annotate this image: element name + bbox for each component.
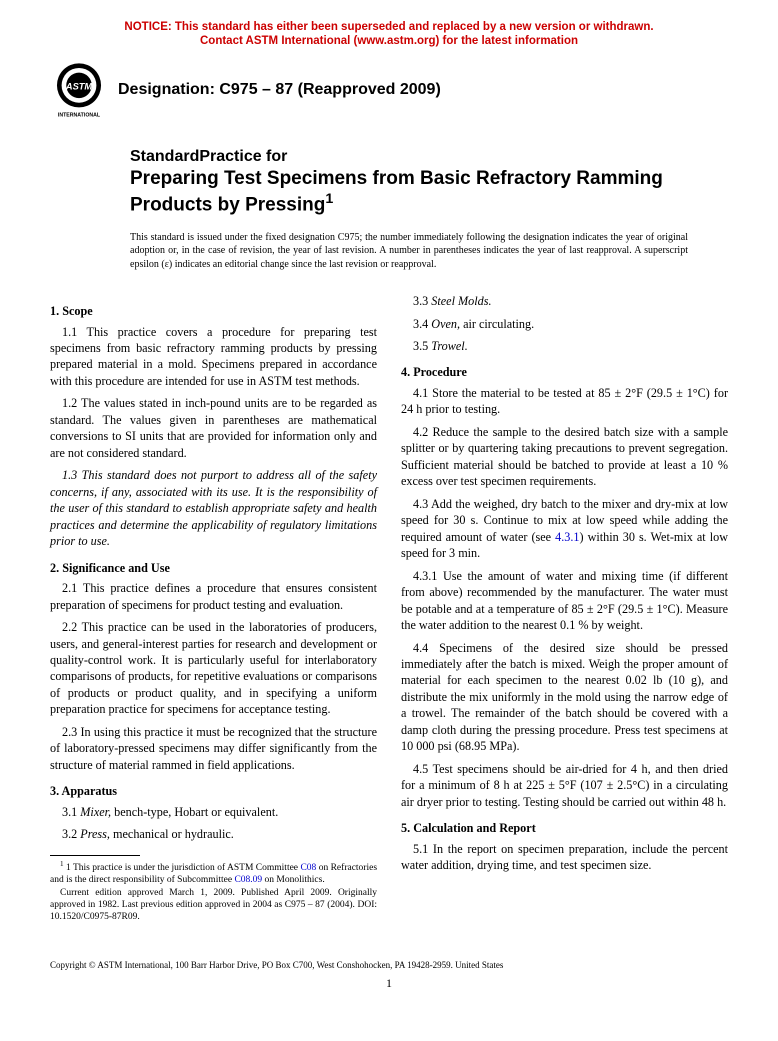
para-4-4: 4.4 Specimens of the desired size should… [401,640,728,755]
astm-logo: ASTM INTERNATIONAL [50,61,108,119]
issuance-note: This standard is issued under the fixed … [130,231,688,272]
title-prefix: StandardPractice for [130,147,698,167]
p34-post: air circulating. [460,317,534,331]
p34-pre: 3.4 [413,317,431,331]
section-4-head: 4. Procedure [401,364,728,380]
svg-text:INTERNATIONAL: INTERNATIONAL [58,112,101,118]
para-3-1: 3.1 Mixer, bench-type, Hobart or equival… [50,804,377,820]
header-row: ASTM INTERNATIONAL Designation: C975 – 8… [50,61,728,119]
notice-banner: NOTICE: This standard has either been su… [50,20,728,49]
notice-line-1: NOTICE: This standard has either been su… [124,21,653,33]
footnote-2: Current edition approved March 1, 2009. … [50,887,377,924]
para-2-2: 2.2 This practice can be used in the lab… [50,619,377,718]
para-4-2: 4.2 Reduce the sample to the desired bat… [401,424,728,490]
p34-it: Oven, [431,317,460,331]
footnote-1: 1 1 This practice is under the jurisdict… [50,860,377,887]
title-main-text: Preparing Test Specimens from Basic Refr… [130,168,663,215]
para-1-3: 1.3 This standard does not purport to ad… [50,467,377,549]
p43-link: 4.3.1 [555,530,579,544]
title-main: Preparing Test Specimens from Basic Refr… [130,167,698,217]
svg-text:ASTM: ASTM [65,81,93,91]
page-number: 1 [50,976,728,991]
para-2-1: 2.1 This practice defines a procedure th… [50,580,377,613]
p35-pre: 3.5 [413,339,431,353]
para-4-3: 4.3 Add the weighed, dry batch to the mi… [401,496,728,562]
section-3-head: 3. Apparatus [50,783,377,799]
p32-it: Press, [80,827,110,841]
fn-link2: C08.09 [234,875,262,885]
fn-post1: on Monolithics. [262,875,325,885]
p32-post: mechanical or hydraulic. [110,827,234,841]
p33-pre: 3.3 [413,294,431,308]
para-5-1: 5.1 In the report on specimen preparatio… [401,841,728,874]
p32-pre: 3.2 [62,827,80,841]
column-right: 3.3 Steel Molds. 3.4 Oven, air circulati… [401,293,728,923]
section-5-head: 5. Calculation and Report [401,820,728,836]
title-block: StandardPractice for Preparing Test Spec… [130,147,698,217]
column-left: 1. Scope 1.1 This practice covers a proc… [50,293,377,923]
fn-link1: C08 [300,863,316,873]
p35-it: Trowel. [431,339,467,353]
para-4-5: 4.5 Test specimens should be air-dried f… [401,761,728,810]
designation-text: Designation: C975 – 87 (Reapproved 2009) [118,81,441,99]
body-columns: 1. Scope 1.1 This practice covers a proc… [50,293,728,923]
p31-post: bench-type, Hobart or equivalent. [111,805,278,819]
para-3-3: 3.3 Steel Molds. [401,293,728,309]
para-3-4: 3.4 Oven, air circulating. [401,316,728,332]
para-1-2: 1.2 The values stated in inch-pound unit… [50,395,377,461]
para-4-3-1: 4.3.1 Use the amount of water and mixing… [401,568,728,634]
p31-it: Mixer, [80,805,111,819]
p31-pre: 3.1 [62,805,80,819]
para-3-5: 3.5 Trowel. [401,338,728,354]
fn-pre1: 1 This practice is under the jurisdictio… [66,863,300,873]
document-page: NOTICE: This standard has either been su… [0,0,778,1021]
notice-line-2: Contact ASTM International (www.astm.org… [200,35,578,47]
para-3-2: 3.2 Press, mechanical or hydraulic. [50,826,377,842]
title-superscript: 1 [325,191,333,207]
para-2-3: 2.3 In using this practice it must be re… [50,724,377,773]
section-1-head: 1. Scope [50,303,377,319]
p33-it: Steel Molds. [431,294,491,308]
para-4-1: 4.1 Store the material to be tested at 8… [401,385,728,418]
copyright-line: Copyright © ASTM International, 100 Barr… [50,960,728,970]
footnote-rule [50,855,140,856]
section-2-head: 2. Significance and Use [50,560,377,576]
para-1-1: 1.1 This practice covers a procedure for… [50,324,377,390]
